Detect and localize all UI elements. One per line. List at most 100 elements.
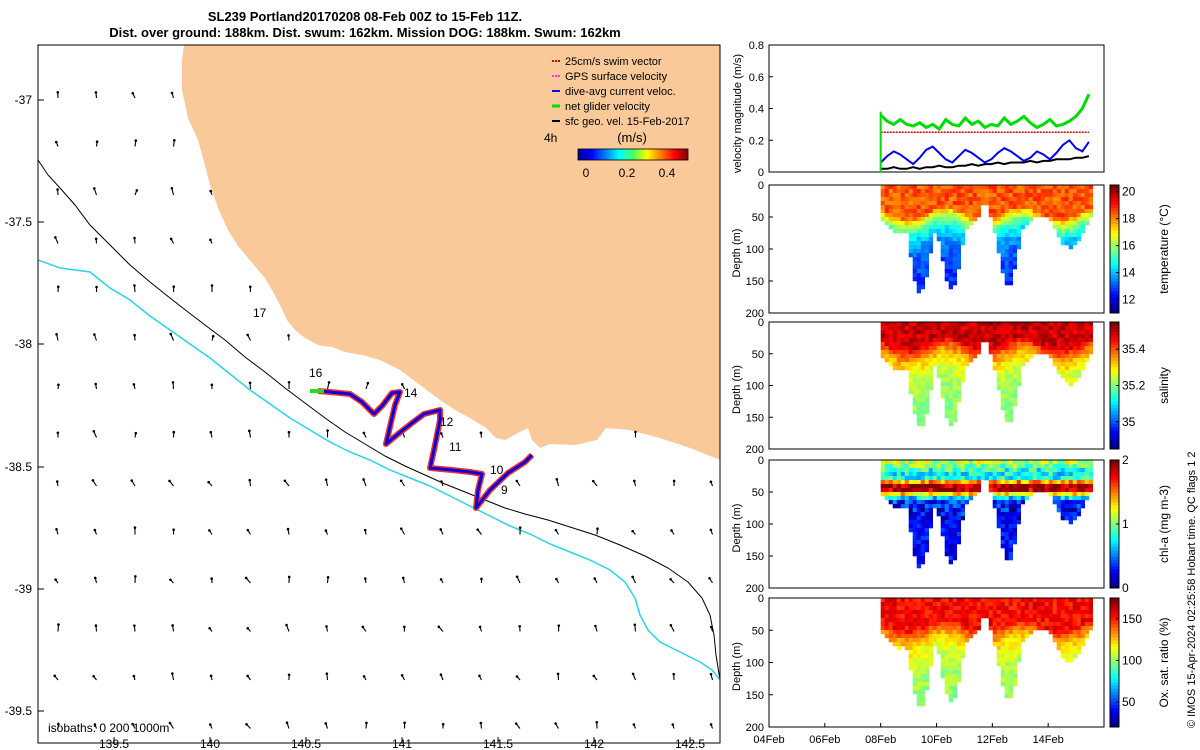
heatmap-cell: [904, 209, 909, 214]
heatmap-cell: [936, 598, 941, 603]
heatmap-cell: [892, 197, 897, 202]
heatmap-cell: [1000, 610, 1005, 615]
heatmap-cell: [1036, 205, 1041, 210]
heatmap-cell: [896, 614, 901, 619]
heatmap-cell: [1004, 398, 1009, 403]
heatmap-cell: [1040, 338, 1045, 343]
heatmap-cell: [1036, 350, 1041, 355]
heatmap-cell: [992, 334, 997, 339]
heatmap-cell: [880, 472, 885, 477]
heatmap-cell: [884, 626, 889, 631]
heatmap-cell: [960, 602, 965, 607]
heatmap-cell: [1008, 253, 1013, 258]
heatmap-cell: [1012, 666, 1017, 671]
heatmap-cell: [1012, 528, 1017, 533]
heatmap-cell: [928, 634, 933, 639]
heatmap-cell: [1020, 468, 1025, 473]
colorbar-tick: 0: [583, 166, 590, 180]
heatmap-cell: [932, 189, 937, 194]
heatmap-cell: [1088, 350, 1093, 355]
velocity-arrow-head: [95, 140, 99, 143]
heatmap-cell: [1084, 189, 1089, 194]
colorbar-segment: [1110, 694, 1119, 699]
heatmap-cell: [928, 221, 933, 226]
heatmap-cell: [1064, 330, 1069, 335]
heatmap-cell: [1052, 614, 1057, 619]
heatmap-cell: [1064, 193, 1069, 198]
heatmap-cell: [996, 221, 1001, 226]
heatmap-cell: [928, 338, 933, 343]
heatmap-cell: [1084, 330, 1089, 335]
heatmap-cell: [1008, 614, 1013, 619]
heatmap-cell: [912, 338, 917, 343]
heatmap-cell: [1068, 508, 1073, 513]
heatmap-cell: [924, 598, 929, 603]
heatmap-cell: [884, 460, 889, 465]
heatmap-cell: [892, 642, 897, 647]
heatmap-cell: [924, 618, 929, 623]
heatmap-cell: [1016, 374, 1021, 379]
velocity-arrow-head: [515, 675, 519, 678]
heatmap-cell: [1060, 233, 1065, 238]
heatmap-cell: [1008, 674, 1013, 679]
heatmap-cell: [896, 229, 901, 234]
heatmap-cell: [940, 217, 945, 222]
colorbar-segment: [1110, 385, 1119, 390]
heatmap-cell: [1032, 464, 1037, 469]
heatmap-cell: [928, 468, 933, 473]
heatmap-cell: [960, 338, 965, 343]
heatmap-cell: [972, 205, 977, 210]
heatmap-cell: [920, 670, 925, 675]
heatmap-cell: [936, 221, 941, 226]
heatmap-cell: [976, 185, 981, 190]
heatmap-cell: [1000, 354, 1005, 359]
heatmap-cell: [896, 189, 901, 194]
heatmap-cell: [1084, 468, 1089, 473]
lat-tick-label: -39.5: [5, 704, 33, 718]
heatmap-cell: [1020, 185, 1025, 190]
heatmap-cell: [1004, 610, 1009, 615]
heatmap-cell: [1076, 460, 1081, 465]
heatmap-cell: [932, 622, 937, 627]
heatmap-cell: [1088, 598, 1093, 603]
heatmap-cell: [1016, 233, 1021, 238]
heatmap-cell: [1068, 237, 1073, 242]
heatmap-cell: [912, 265, 917, 270]
heatmap-cell: [892, 229, 897, 234]
heatmap-cell: [904, 229, 909, 234]
heatmap-cell: [940, 394, 945, 399]
heatmap-cell: [896, 221, 901, 226]
heatmap-cell: [960, 330, 965, 335]
heatmap-cell: [1036, 618, 1041, 623]
heatmap-cell: [1084, 342, 1089, 347]
heatmap-cell: [940, 358, 945, 363]
heatmap-cell: [1072, 650, 1077, 655]
heatmap-cell: [912, 334, 917, 339]
heatmap-cell: [940, 614, 945, 619]
velocity-arrow-head: [554, 722, 557, 725]
heatmap-cell: [952, 662, 957, 667]
heatmap-cell: [1064, 233, 1069, 238]
colorbar-segment: [1110, 436, 1119, 440]
heatmap-cell: [940, 496, 945, 501]
heatmap-cell: [1064, 338, 1069, 343]
heatmap-cell: [908, 610, 913, 615]
heatmap-cell: [1032, 197, 1037, 202]
heatmap-cell: [936, 189, 941, 194]
heatmap-cell: [1024, 468, 1029, 473]
heatmap-cell: [936, 500, 941, 505]
heatmap-cell: [1056, 630, 1061, 635]
colorbar-segment: [1110, 414, 1119, 418]
heatmap-cell: [960, 500, 965, 505]
heatmap-cell: [972, 342, 977, 347]
colorbar-segment: [1110, 617, 1119, 622]
heatmap-cell: [1040, 322, 1045, 327]
velocity-arrow-head: [210, 284, 214, 287]
heatmap-cell: [1028, 217, 1033, 222]
heatmap-cell: [1048, 476, 1053, 481]
velocity-arrow-head: [518, 624, 522, 628]
heatmap-cell: [920, 354, 925, 359]
heatmap-cell: [1076, 197, 1081, 202]
heatmap-cell: [972, 330, 977, 335]
heatmap-cell: [1012, 678, 1017, 683]
